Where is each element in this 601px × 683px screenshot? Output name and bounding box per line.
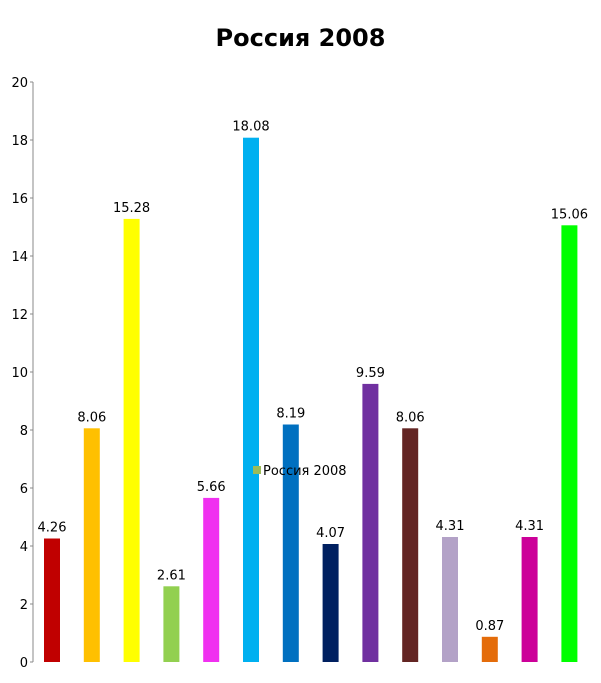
bar [123,218,140,662]
bar [402,428,419,662]
y-tick-label: 12 [11,308,28,323]
legend-swatch [253,466,261,474]
data-label: 15.28 [113,201,150,216]
chart-title: Россия 2008 [215,24,386,52]
y-tick-label: 20 [11,76,28,91]
bars [44,137,578,663]
data-label: 8.19 [276,407,305,422]
y-tick-label: 18 [11,134,28,149]
data-label: 9.59 [356,366,385,381]
bar [83,428,100,662]
y-tick-label: 0 [20,656,28,671]
data-label: 8.06 [396,410,425,425]
bar [203,497,220,662]
bar [521,537,538,662]
bar [163,586,180,662]
data-label: 5.66 [197,480,226,495]
y-tick-label: 6 [20,482,28,497]
bar [282,424,299,662]
legend: Россия 2008 [253,464,347,479]
data-label: 4.31 [515,519,544,534]
bar [322,544,339,662]
y-tick-label: 14 [11,250,28,265]
data-label: 8.06 [77,410,106,425]
data-label: 2.61 [157,568,186,583]
y-tick-label: 4 [20,540,28,555]
y-tick-label: 8 [20,424,28,439]
data-labels: 4.26 8.06 15.28 2.61 5.66 18.08 8.19 4.07 9.59 8.… [38,120,588,634]
data-label: 4.07 [316,526,345,541]
legend-entry: Россия 2008 [263,464,347,479]
bar [561,225,578,663]
bar [362,383,379,662]
y-axis: 0 2 4 6 8 10 12 14 16 18 20 [11,76,34,671]
bar [442,537,458,662]
y-tick-label: 16 [11,192,28,207]
bar [243,137,259,662]
y-tick-label: 10 [11,366,28,381]
data-label: 4.31 [436,519,465,534]
data-label: 15.06 [551,207,588,222]
data-label: 18.08 [232,120,269,135]
data-label: 0.87 [475,619,504,634]
bar [44,538,60,662]
data-label: 4.26 [38,521,67,536]
bar [481,636,498,662]
y-tick-label: 2 [20,598,28,613]
